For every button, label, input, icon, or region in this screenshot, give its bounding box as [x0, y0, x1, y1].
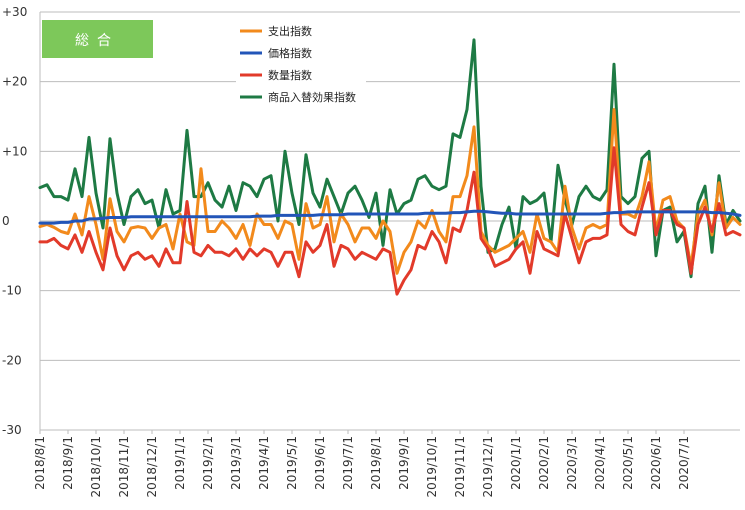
x-tick-label: 2019/12/1	[481, 436, 495, 498]
x-tick-label: 2019/5/1	[285, 436, 299, 490]
x-tick-label: 2020/4/1	[593, 436, 607, 490]
x-tick-label: 2019/6/1	[313, 436, 327, 490]
x-tick-label: 2020/5/1	[621, 436, 635, 490]
chart-badge-box	[42, 20, 153, 58]
x-tick-label: 2020/2/1	[537, 436, 551, 490]
x-tick-label: 2020/1/1	[509, 436, 523, 490]
chart-badge: 総合	[42, 20, 153, 58]
y-tick-labels: +30 +20 +10 0 -10 -20 -30	[2, 5, 27, 437]
series-line-1	[38, 209, 742, 225]
y-tick-label: +10	[2, 144, 27, 158]
x-tick-label: 2018/11/1	[117, 436, 131, 498]
x-tick-label: 2018/10/1	[89, 436, 103, 498]
x-tick-label: 2019/3/1	[229, 436, 243, 490]
series-line-2	[38, 146, 742, 296]
series-line-3	[38, 38, 742, 279]
y-tick-label: 0	[2, 214, 10, 228]
y-tick-label: -30	[2, 423, 22, 437]
x-tick-label: 2019/4/1	[257, 436, 271, 490]
series-layer	[38, 38, 742, 296]
x-tick-label: 2018/9/1	[61, 436, 75, 490]
series-line-0	[38, 108, 742, 275]
legend-label: 商品入替効果指数	[268, 90, 356, 104]
y-tick-label: +20	[2, 75, 27, 89]
legend-label: 数量指数	[268, 68, 312, 82]
chart-badge-label: 総合	[75, 33, 119, 49]
x-tick-label: 2020/3/1	[565, 436, 579, 490]
x-tick-label: 2019/10/1	[425, 436, 439, 498]
legend-label: 支出指数	[268, 24, 312, 38]
x-tick-label: 2018/8/1	[33, 436, 47, 490]
y-tick-label: -10	[2, 284, 22, 298]
x-tick-labels: 2018/8/1 2018/9/1 2018/10/1 2018/11/1 2018/1…	[33, 430, 691, 498]
y-tick-label: -20	[2, 353, 22, 367]
x-tick-label: 2019/7/1	[341, 436, 355, 490]
x-tick-label: 2019/8/1	[369, 436, 383, 490]
y-tick-label: +30	[2, 5, 27, 19]
x-tick-label: 2020/7/1	[677, 436, 691, 490]
x-tick-label: 2019/9/1	[397, 436, 411, 490]
legend-box	[236, 18, 366, 110]
x-tick-label: 2019/11/1	[453, 436, 467, 498]
x-tick-label: 2018/12/1	[145, 436, 159, 498]
x-tick-label: 2020/6/1	[649, 436, 663, 490]
legend-label: 価格指数	[268, 46, 312, 60]
x-tick-label: 2019/1/1	[173, 436, 187, 490]
grid-layer	[39, 11, 740, 431]
x-tick-label: 2019/2/1	[201, 436, 215, 490]
